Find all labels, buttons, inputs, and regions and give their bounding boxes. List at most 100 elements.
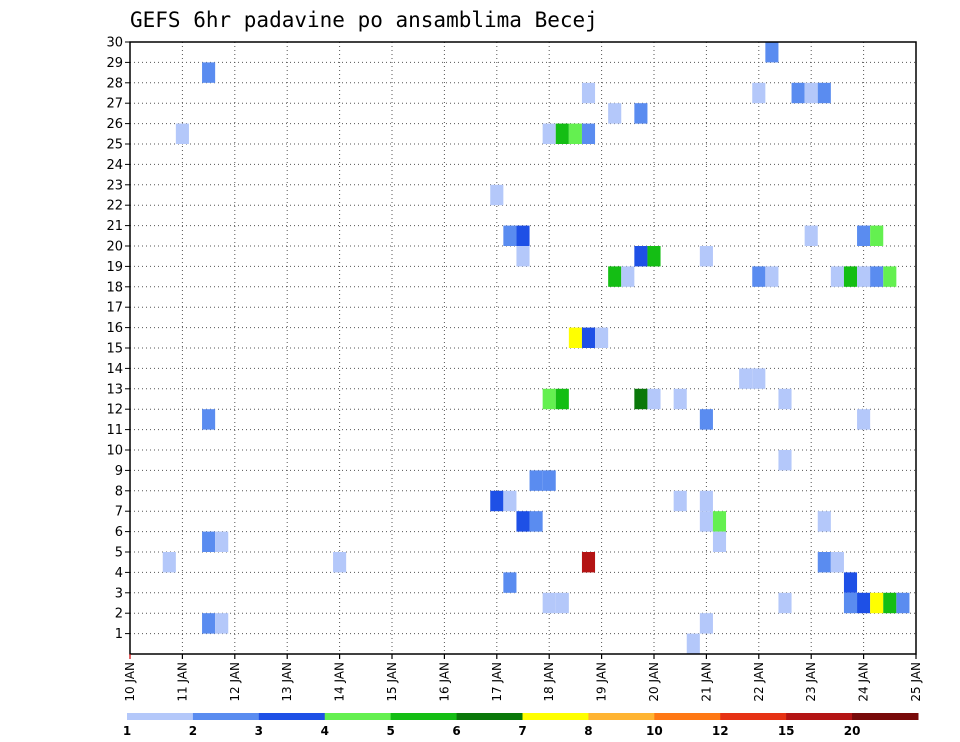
colorbar-label: 2 [189, 724, 197, 738]
precip-cell [608, 266, 622, 287]
precip-cell [765, 42, 779, 63]
precip-cell [817, 552, 831, 573]
precip-cell [568, 327, 582, 348]
precip-cell [843, 572, 858, 593]
precip-cell [791, 82, 805, 104]
precip-cell [634, 388, 648, 410]
precip-cell [516, 511, 530, 532]
precip-cell [542, 592, 556, 614]
precip-cell [503, 225, 517, 246]
grid-lines [130, 42, 916, 654]
colorbar-label: 12 [712, 724, 729, 738]
colorbar-label: 1 [123, 724, 131, 738]
colorbar-label: 10 [646, 724, 663, 738]
colorbar-label: 20 [844, 724, 861, 738]
precip-cell [647, 246, 661, 267]
y-tick-label: 26 [106, 117, 123, 132]
precip-cell [778, 450, 792, 471]
precip-cell [529, 470, 543, 491]
y-tick-label: 2 [115, 607, 123, 622]
colorbar-segment [324, 713, 392, 720]
precip-cell [778, 388, 792, 410]
y-tick-label: 18 [106, 280, 123, 295]
colorbar-label: 6 [452, 724, 460, 738]
precip-cell [202, 62, 216, 83]
colorbar-label: 4 [321, 724, 329, 738]
x-axis-ticks: 10 JAN 11 JAN 12 JAN 13 JAN 14 JAN 15 JAN 16 J… [123, 654, 923, 702]
x-tick-label: 20 JAN [647, 662, 661, 702]
y-tick-label: 4 [115, 566, 123, 581]
precip-cell [870, 266, 884, 287]
precip-cell [608, 103, 622, 124]
x-tick-label: 23 JAN [804, 662, 818, 702]
precip-cell [699, 613, 713, 634]
x-tick-label: 24 JAN [857, 662, 871, 702]
precip-cell [542, 123, 556, 144]
precip-cell [581, 552, 596, 573]
precip-cell [843, 266, 858, 287]
y-tick-label: 9 [115, 464, 123, 479]
precip-cell [830, 552, 844, 573]
y-tick-label: 22 [106, 199, 123, 214]
precip-cell [490, 490, 504, 512]
colorbar-segment [654, 713, 721, 720]
precip-cell [883, 592, 897, 614]
y-tick-label: 20 [106, 240, 123, 255]
precip-cell [202, 531, 216, 552]
x-tick-label: 17 JAN [490, 662, 504, 702]
x-tick-label: 16 JAN [437, 662, 451, 702]
precip-cell [516, 225, 530, 246]
precip-cell [699, 409, 713, 430]
colorbar-segment [456, 713, 523, 720]
chart-title: GEFS 6hr padavine po ansamblima Becej [130, 8, 598, 32]
precip-cell [817, 82, 831, 104]
colorbar-segment [192, 713, 260, 720]
precip-cell [542, 470, 556, 491]
precip-cell [699, 246, 713, 267]
precip-cell [503, 490, 517, 512]
precip-cell [215, 613, 229, 634]
y-tick-label: 13 [106, 382, 123, 397]
colorbar-label: 3 [255, 724, 263, 738]
precip-cell [883, 266, 897, 287]
colorbar-segment [522, 713, 589, 720]
y-tick-label: 23 [106, 178, 123, 193]
x-tick-label: 15 JAN [385, 662, 399, 702]
precip-cell [581, 123, 596, 144]
y-axis-ticks: 1234567891011121314151617181920212223242… [106, 36, 130, 642]
colorbar-label: 8 [584, 724, 592, 738]
precip-cell [555, 592, 569, 614]
precip-cell [712, 511, 727, 532]
precip-cell [621, 266, 635, 287]
x-tick-label: 25 JAN [909, 662, 923, 702]
precip-cell [896, 592, 910, 614]
precip-cell [555, 388, 569, 410]
colorbar-label: 15 [778, 724, 795, 738]
colorbar-segment [852, 713, 919, 720]
precip-cell [503, 572, 517, 593]
colorbar-label: 5 [386, 724, 394, 738]
precip-cell [857, 409, 871, 430]
precip-cell [817, 511, 831, 532]
y-tick-label: 24 [106, 158, 123, 173]
precip-cell [843, 592, 858, 614]
colorbar-segment [786, 713, 853, 720]
precip-cell [857, 225, 871, 246]
precip-cell [581, 82, 596, 104]
precip-cell [333, 552, 347, 573]
x-tick-label: 18 JAN [542, 662, 556, 702]
precip-cell [555, 123, 569, 144]
y-tick-label: 14 [106, 362, 123, 377]
precip-cell [581, 327, 596, 348]
y-tick-label: 19 [106, 260, 123, 275]
precip-cell [739, 368, 753, 389]
y-tick-label: 5 [115, 546, 123, 561]
y-tick-label: 30 [106, 36, 123, 51]
precip-cell [857, 266, 871, 287]
colorbar-segment [258, 713, 326, 720]
precip-cell [175, 123, 189, 144]
precip-cell [202, 613, 216, 634]
precip-cell [699, 511, 713, 532]
precip-cell [699, 490, 713, 512]
